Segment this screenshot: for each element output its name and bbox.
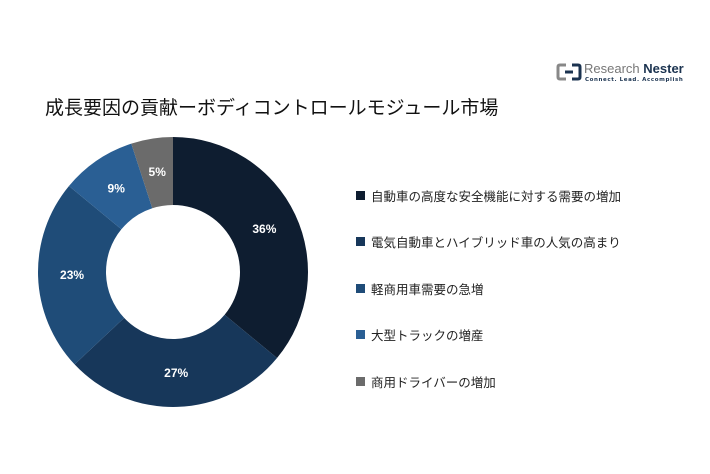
legend-label: 商用ドライバーの増加 <box>371 374 496 390</box>
data-label: 36% <box>252 222 276 236</box>
legend: 自動車の高度な安全機能に対する需要の増加 電気自動車とハイブリッド車の人気の高まり… <box>356 172 621 405</box>
legend-item: 自動車の高度な安全機能に対する需要の増加 <box>356 172 621 219</box>
donut-slice <box>68 143 153 230</box>
logo-tagline: Connect. Lead. Accomplish <box>585 77 684 83</box>
legend-swatch <box>356 376 365 386</box>
legend-item: 大型トラックの増産 <box>356 312 621 359</box>
logo-name: Research Nester <box>584 61 684 76</box>
donut-slice <box>74 314 278 408</box>
data-label: 23% <box>60 268 84 282</box>
legend-item: 商用ドライバーの増加 <box>356 358 621 405</box>
legend-label: 電気自動車とハイブリッド車の人気の高まり <box>371 235 621 251</box>
research-nester-logo: Research Nester Connect. Lead. Accomplis… <box>556 61 684 85</box>
legend-label: 大型トラックの増産 <box>371 328 484 344</box>
legend-item: 軽商用車需要の急増 <box>356 265 621 312</box>
legend-label: 軽商用車需要の急増 <box>371 281 484 297</box>
donut-slice <box>131 137 173 209</box>
logo-icon <box>556 63 582 81</box>
data-label: 27% <box>164 366 188 380</box>
data-label: 9% <box>108 181 126 195</box>
legend-label: 自動車の高度な安全機能に対する需要の増加 <box>371 188 622 204</box>
legend-swatch <box>356 237 365 247</box>
legend-swatch <box>356 283 365 293</box>
data-label: 5% <box>149 165 167 179</box>
donut-slice <box>173 137 309 359</box>
legend-item: 電気自動車とハイブリッド車の人気の高まり <box>356 219 621 266</box>
legend-swatch <box>356 190 365 200</box>
legend-swatch <box>356 330 365 340</box>
chart-title: 成長要因の貢献ーボディコントロールモジュール市場 <box>45 97 499 119</box>
donut-slice <box>37 185 125 365</box>
